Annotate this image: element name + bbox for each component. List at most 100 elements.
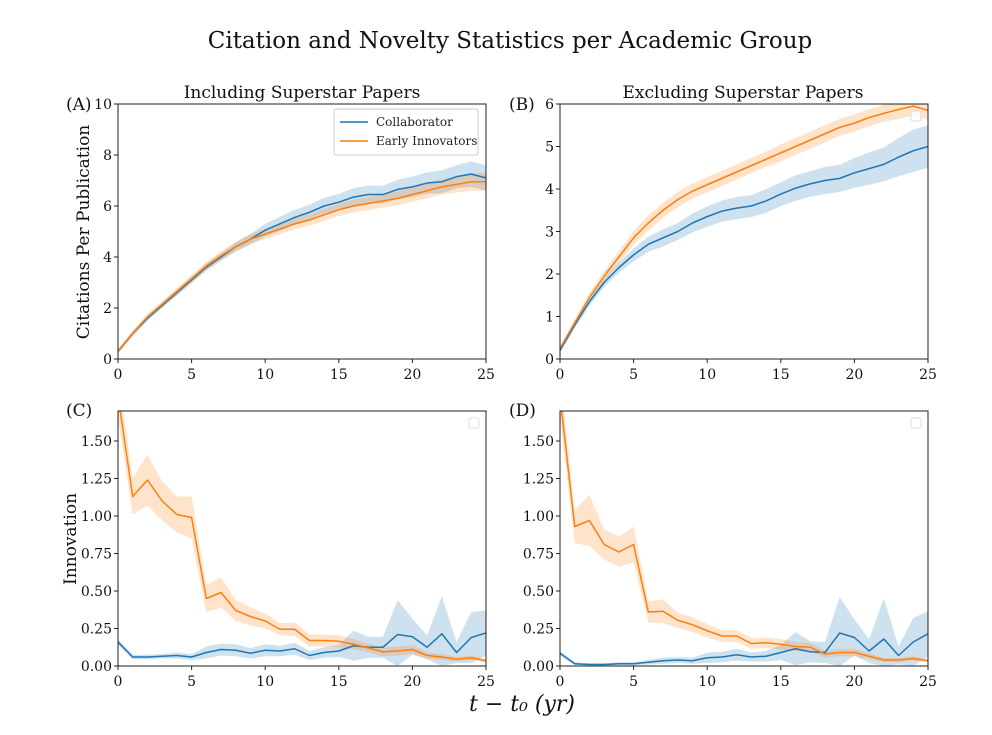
axes-frame xyxy=(117,410,487,667)
legend: Collaborator Early Innovators xyxy=(333,108,479,156)
y-tick-label: 6 xyxy=(545,97,554,113)
y-tick-label: 0.25 xyxy=(81,622,112,638)
y-axis-label: Innovation xyxy=(61,493,81,585)
y-tick-label: 0.00 xyxy=(81,659,112,675)
panel-label: (D) xyxy=(509,401,536,421)
y-tick-label: 0 xyxy=(103,352,112,368)
y-tick-label: 1 xyxy=(545,310,554,326)
x-tick-label: 5 xyxy=(187,367,196,383)
y-tick-label: 1.25 xyxy=(523,472,554,488)
x-tick-label: 15 xyxy=(330,674,348,690)
empty-legend-box xyxy=(910,417,922,429)
panel-b: (B) Excluding Superstar Papers 0 5 10 15 20 2… xyxy=(509,83,937,383)
y-tick-label: 4 xyxy=(545,182,554,198)
y-tick-label: 1.50 xyxy=(523,434,554,450)
y-tick-label: 0.75 xyxy=(81,547,112,563)
legend xyxy=(910,417,922,429)
x-tick-label: 5 xyxy=(629,674,638,690)
x-tick-label: 10 xyxy=(698,367,716,383)
y-tick-label: 10 xyxy=(94,97,112,113)
panel-a: (A) Including Superstar Papers Citations… xyxy=(66,83,495,383)
confidence-band-early-innovators xyxy=(118,411,486,663)
axes-frame xyxy=(559,103,929,360)
y-tick-label: 4 xyxy=(103,250,112,266)
x-tick-label: 25 xyxy=(919,367,937,383)
y-tick-label: 0.75 xyxy=(523,547,554,563)
y-tick-label: 8 xyxy=(103,148,112,164)
x-tick-label: 10 xyxy=(256,674,274,690)
empty-legend-box xyxy=(910,110,922,122)
panel-title: Excluding Superstar Papers xyxy=(623,83,864,103)
series-line-collaborator xyxy=(118,632,486,658)
y-tick-label: 1.50 xyxy=(81,434,112,450)
x-tick-label: 20 xyxy=(403,367,421,383)
x-tick-label: 5 xyxy=(629,367,638,383)
x-tick-label: 10 xyxy=(256,367,274,383)
confidence-band-early-innovators xyxy=(560,411,928,663)
y-tick-label: 0.50 xyxy=(81,584,112,600)
legend-entry-label: Collaborator xyxy=(376,115,453,129)
x-tick-label: 10 xyxy=(698,674,716,690)
confidence-band-early-innovators xyxy=(118,172,486,354)
confidence-band-collaborator xyxy=(560,597,928,666)
series-line-collaborator xyxy=(560,632,928,666)
series-line-collaborator xyxy=(118,173,486,352)
x-tick-label: 25 xyxy=(919,674,937,690)
y-tick-label: 1.00 xyxy=(523,509,554,525)
panel-d: (D) 0 5 10 15 20 25 0.00 0.25 0.50 0.75 1.00 1.25 1.… xyxy=(509,401,937,690)
y-tick-label: 1.00 xyxy=(81,509,112,525)
panel-label: (A) xyxy=(66,95,92,115)
y-tick-label: 3 xyxy=(545,225,554,241)
y-tick-label: 0 xyxy=(545,352,554,368)
x-tick-label: 25 xyxy=(477,674,495,690)
figure-suptitle: Citation and Novelty Statistics per Acad… xyxy=(208,28,813,54)
plot-area xyxy=(560,104,928,353)
x-tick-label: 20 xyxy=(845,674,863,690)
axes-frame xyxy=(559,410,929,667)
x-tick-label: 0 xyxy=(556,367,565,383)
x-tick-label: 0 xyxy=(114,367,123,383)
y-tick-label: 0.25 xyxy=(523,622,554,638)
x-tick-label: 20 xyxy=(845,367,863,383)
confidence-band-collaborator xyxy=(560,125,928,353)
y-tick-label: 0.50 xyxy=(523,584,554,600)
panel-c: (C) Innovation 0 5 10 15 20 25 0.00 0.25 0.50 0.7… xyxy=(61,401,495,690)
series-line-early-innovators xyxy=(560,411,928,662)
x-tick-label: 20 xyxy=(403,674,421,690)
panel-label: (B) xyxy=(509,95,535,115)
y-axis-label: Citations Per Publication xyxy=(74,125,94,340)
confidence-band-early-innovators xyxy=(560,104,928,351)
legend-box xyxy=(333,108,479,156)
x-tick-label: 0 xyxy=(114,674,123,690)
y-tick-label: 5 xyxy=(545,140,554,156)
x-axis-label: t − t₀ (yr) xyxy=(469,692,575,717)
legend xyxy=(910,110,922,122)
legend-entry-label: Early Innovators xyxy=(376,134,477,148)
panel-label: (C) xyxy=(66,401,92,421)
x-tick-label: 15 xyxy=(772,674,790,690)
axes-frame xyxy=(117,103,487,360)
y-tick-label: 2 xyxy=(545,267,554,283)
x-tick-label: 25 xyxy=(477,367,495,383)
empty-legend-box xyxy=(468,417,480,429)
x-tick-label: 5 xyxy=(187,674,196,690)
x-tick-label: 15 xyxy=(330,367,348,383)
confidence-band-collaborator xyxy=(118,161,486,354)
series-line-collaborator xyxy=(560,145,928,351)
plot-area xyxy=(118,411,486,666)
series-line-early-innovators xyxy=(560,105,928,349)
x-tick-label: 0 xyxy=(556,674,565,690)
panel-title: Including Superstar Papers xyxy=(184,83,421,103)
y-tick-label: 6 xyxy=(103,199,112,215)
legend xyxy=(468,417,480,429)
plot-area xyxy=(118,161,486,354)
confidence-band-collaborator xyxy=(118,596,486,666)
plot-area xyxy=(560,411,928,666)
y-tick-label: 0.00 xyxy=(523,659,554,675)
series-line-early-innovators xyxy=(119,411,486,662)
series-line-early-innovators xyxy=(118,181,486,352)
x-tick-label: 15 xyxy=(772,367,790,383)
y-tick-label: 1.25 xyxy=(81,472,112,488)
y-tick-label: 2 xyxy=(103,301,112,317)
